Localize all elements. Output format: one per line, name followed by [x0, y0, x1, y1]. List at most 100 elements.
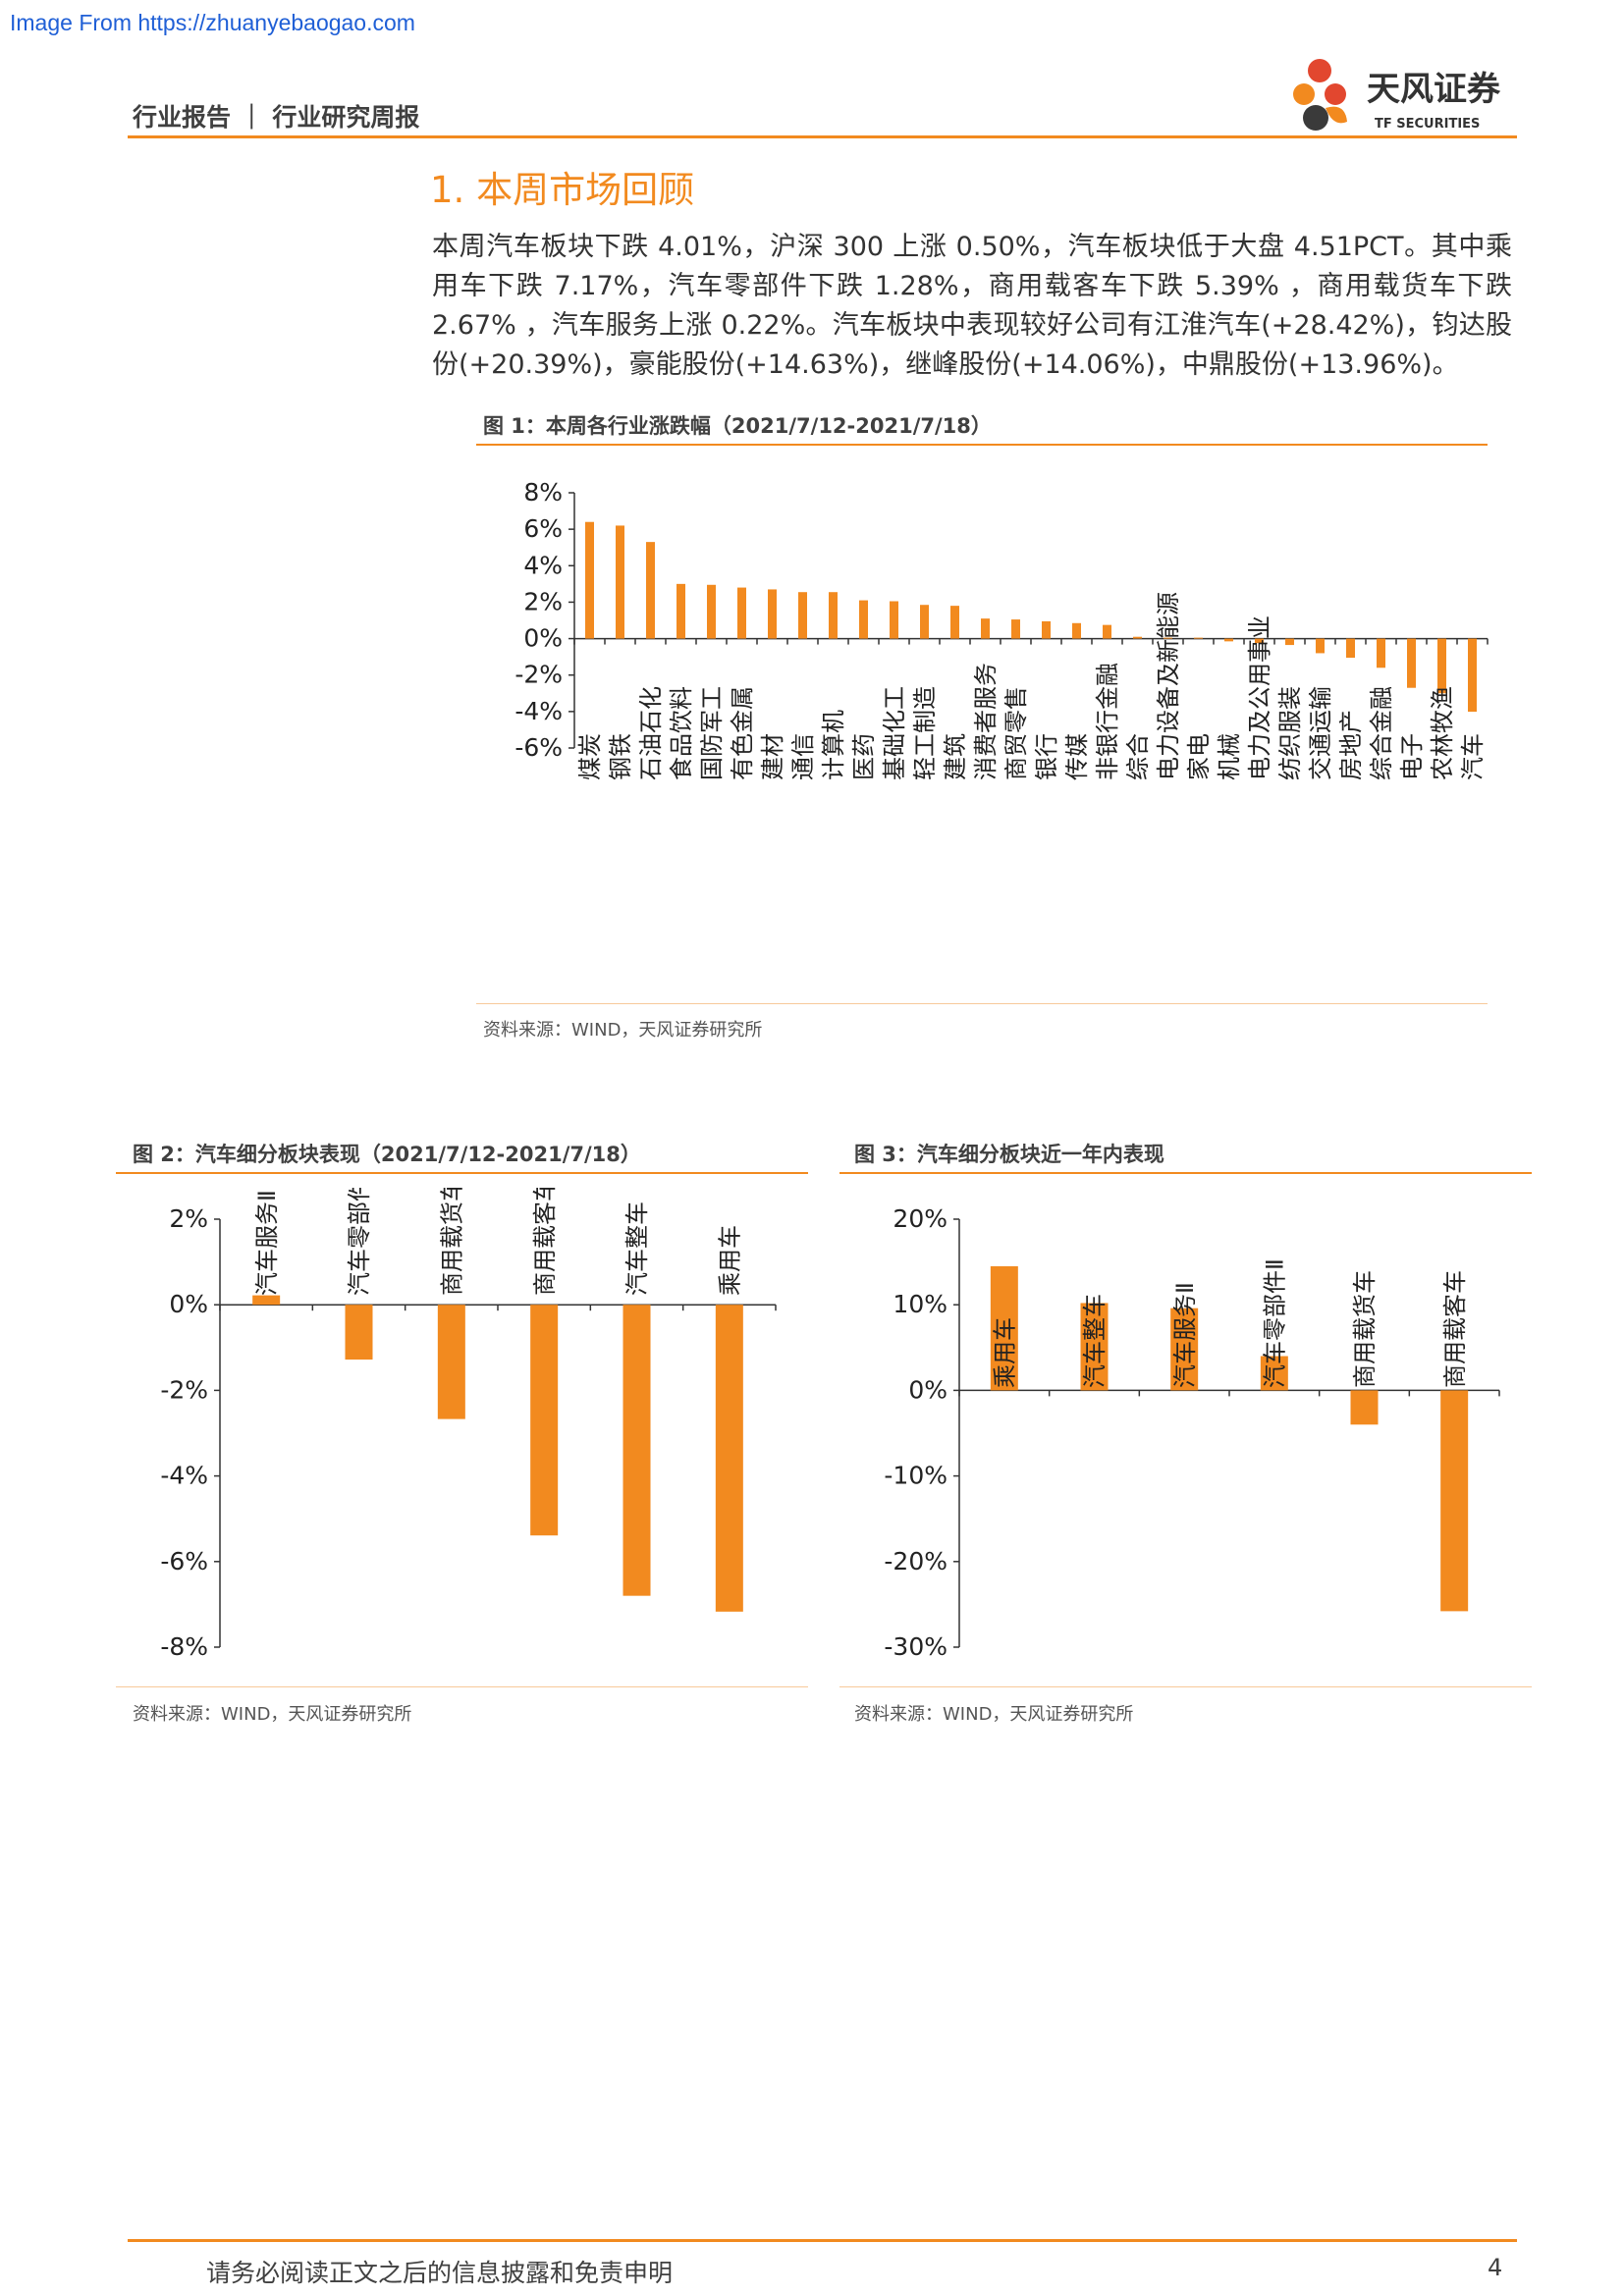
category-label: 乘用车: [991, 1317, 1018, 1388]
fig1-title: 图 1：本周各行业涨跌幅（2021/7/12-2021/7/18）: [483, 414, 992, 438]
y-tick-label: 2%: [169, 1204, 208, 1233]
category-label: 食品饮料: [668, 686, 695, 780]
bar-钢铁: [616, 525, 624, 639]
bar-计算机: [829, 592, 838, 639]
category-label: 汽车服务Ⅱ: [1171, 1282, 1199, 1388]
company-logo: 天风证券 TF SECURITIES: [1286, 51, 1522, 139]
bar-汽车整车: [1080, 1303, 1109, 1391]
bar-通信: [798, 592, 807, 639]
category-label: 非银行金融: [1094, 663, 1121, 780]
category-label: 汽车整车: [623, 1201, 651, 1296]
header-rule: [128, 135, 1517, 138]
bar-商贸零售: [1011, 619, 1020, 639]
bar-电子: [1407, 638, 1416, 688]
category-label: 汽车零部件Ⅱ: [346, 1188, 373, 1296]
bar-汽车整车: [623, 1305, 651, 1596]
category-label: 建筑: [942, 733, 969, 780]
category-label: 建材: [759, 733, 786, 780]
bar-基础化工: [890, 601, 898, 639]
y-tick-label: -4%: [514, 697, 563, 725]
y-tick-label: -2%: [160, 1375, 208, 1404]
bar-家电: [1194, 637, 1203, 639]
y-tick-label: -10%: [884, 1462, 947, 1490]
fig1-source-rule: [476, 1003, 1488, 1004]
bar-轻工制造: [920, 605, 929, 639]
category-label: 商贸零售: [1002, 686, 1030, 780]
summary-paragraph: 本周汽车板块下跌 4.01%，沪深 300 上涨 0.50%，汽车板块低于大盘 …: [432, 232, 1512, 380]
section-title: 1. 本周市场回顾: [430, 169, 695, 211]
y-tick-label: -20%: [884, 1547, 947, 1575]
bar-商用载客车: [530, 1305, 559, 1536]
y-tick-label: -6%: [514, 733, 563, 762]
logo-mark-icon: 天风证券 TF SECURITIES: [1293, 59, 1501, 132]
bar-非银行金融: [1103, 624, 1111, 639]
category-label: 轻工制造: [911, 686, 939, 780]
category-label: 汽车服务Ⅱ: [253, 1190, 281, 1296]
bar-国防军工: [707, 584, 716, 639]
bar-商用载货车: [437, 1305, 465, 1419]
bar-乘用车: [990, 1265, 1018, 1391]
bar-综合: [1133, 636, 1142, 639]
chart1-axes: 8% 6% 4% 2% 0% -2% -4% -6%: [514, 478, 1489, 762]
y-tick-label: 20%: [893, 1204, 947, 1233]
fig2-source-rule: [116, 1686, 808, 1687]
category-label: 商用载货车: [1351, 1270, 1379, 1388]
page-number: 4: [1488, 2254, 1503, 2281]
category-label: 计算机: [820, 710, 847, 780]
y-tick-label: -4%: [160, 1462, 208, 1490]
fig2-rule: [116, 1172, 808, 1174]
bar-交通运输: [1316, 638, 1325, 654]
bar-房地产: [1346, 638, 1355, 659]
watermark-link[interactable]: Image From https://zhuanyebaogao.com: [10, 10, 415, 35]
bar-消费者服务: [981, 618, 990, 639]
fig2-title: 图 2：汽车细分板块表现（2021/7/12-2021/7/18）: [133, 1143, 641, 1166]
y-tick-label: 0%: [908, 1375, 947, 1404]
bar-石油石化: [646, 542, 655, 639]
category-label: 纺织服装: [1276, 686, 1304, 780]
bar-传媒: [1072, 622, 1081, 639]
category-label: 电子: [1398, 733, 1426, 780]
category-label: 通信: [789, 733, 817, 780]
y-tick-label: 8%: [523, 478, 563, 507]
bar-医药: [859, 600, 868, 639]
fig2-chart: 2% 0% -2% -4% -6% -8% 汽车服务Ⅱ 汽车零部件Ⅱ 商用载货车 商用载客车 汽车整…: [160, 1188, 777, 1661]
brand-cn: 天风证券: [1367, 70, 1501, 109]
y-tick-label: -2%: [514, 661, 563, 689]
bar-汽车: [1468, 638, 1477, 713]
y-tick-label: -30%: [884, 1632, 947, 1661]
fig1-rule: [476, 444, 1488, 446]
bar-商用载客车: [1440, 1390, 1469, 1612]
bar-乘用车: [715, 1305, 743, 1612]
category-label: 传媒: [1063, 733, 1091, 780]
y-tick-label: 6%: [523, 514, 563, 543]
bar-有色金属: [737, 587, 746, 639]
category-label: 医药: [850, 733, 878, 780]
chart2-axes: 2% 0% -2% -4% -6% -8%: [160, 1204, 777, 1661]
y-tick-label: 4%: [523, 551, 563, 579]
category-label: 国防军工: [698, 686, 726, 780]
brand-en: TF SECURITIES: [1375, 117, 1480, 132]
fig3-source-rule: [839, 1686, 1532, 1687]
bar-汽车零部件Ⅱ: [345, 1305, 373, 1361]
y-tick-label: -8%: [160, 1632, 208, 1661]
category-label: 综合: [1124, 733, 1152, 780]
fig3-rule: [839, 1172, 1532, 1174]
bar-建筑: [950, 606, 959, 639]
category-label: 交通运输: [1307, 686, 1334, 780]
y-tick-label: 0%: [523, 624, 563, 653]
y-tick-label: 2%: [523, 587, 563, 615]
bar-机械: [1224, 638, 1233, 642]
category-label: 基础化工: [881, 686, 908, 780]
bar-电力设备及新能源: [1164, 637, 1172, 639]
bar-银行: [1042, 620, 1051, 639]
report-header: 行业报告 ｜ 行业研究周报: [133, 103, 420, 132]
category-label: 电力及公用事业: [1246, 615, 1273, 780]
category-label: 石油石化: [637, 686, 665, 780]
category-label: 消费者服务: [972, 663, 1000, 780]
category-label: 汽车零部件Ⅱ: [1261, 1258, 1288, 1388]
bar-食品饮料: [677, 583, 685, 639]
category-label: 商用载货车: [438, 1188, 465, 1296]
category-label: 农林牧渔: [1429, 686, 1456, 780]
chart3-axes: 20% 10% 0% -10% -20% -30%: [884, 1204, 1500, 1661]
category-label: 煤炭: [576, 733, 604, 780]
